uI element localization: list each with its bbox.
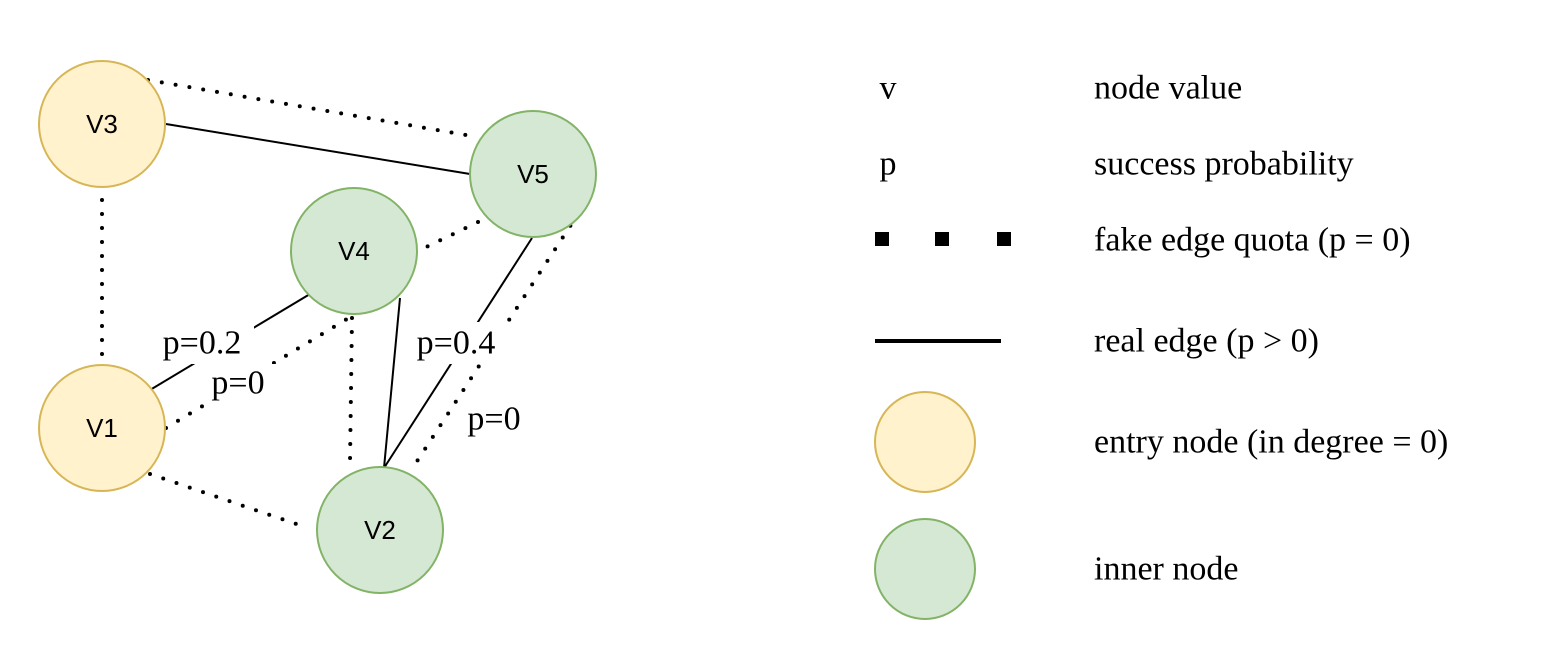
fake-edge-v3-v5 — [146, 78, 474, 138]
legend-text-real-edge: real edge (p > 0) — [1094, 323, 1319, 360]
legend-text-fake-edge: fake edge quota (p = 0) — [1094, 222, 1411, 259]
edge-label-bg — [150, 322, 254, 364]
edge-label-bg — [458, 398, 534, 440]
legend-text-success-probability: success probability — [1094, 146, 1354, 183]
node-label: V2 — [364, 515, 396, 545]
legend-inner-node-swatch — [874, 518, 976, 620]
legend-text-inner-node: inner node — [1094, 551, 1238, 588]
edge-label-v1-v4-real: p=0.2 — [163, 325, 242, 362]
legend-text-node-value: node value — [1094, 70, 1242, 107]
edge-label-v1-v4-fake: p=0 — [211, 365, 264, 402]
edge-label-bg — [404, 322, 508, 364]
node-v2: V2 — [316, 466, 444, 594]
legend-fake-edge-swatch — [875, 232, 1011, 246]
node-v1: V1 — [38, 364, 166, 492]
edge-label-v5-v2-fake: p=0 — [467, 401, 520, 438]
real-edge-v4-v2 — [383, 297, 401, 469]
legend: v node value p success probability fake … — [874, 70, 1448, 620]
fake-edge-v5-v4 — [414, 220, 480, 254]
node-v3: V3 — [38, 60, 166, 188]
legend-symbol-success-probability: p — [880, 146, 897, 183]
fake-edge-v1-v2 — [148, 472, 310, 530]
node-label: V5 — [517, 159, 549, 189]
legend-entry-node-swatch — [874, 391, 976, 493]
node-v4: V4 — [290, 187, 418, 315]
node-label: V4 — [338, 236, 370, 266]
node-label: V1 — [86, 413, 118, 443]
edge-label-v5-v2-real: p=0.4 — [417, 325, 496, 362]
legend-text-entry-node: entry node (in degree = 0) — [1094, 424, 1448, 461]
fake-edge-v1-v4 — [164, 314, 354, 430]
node-v5: V5 — [469, 110, 597, 238]
node-label: V3 — [86, 109, 118, 139]
real-edge-v3-v5 — [165, 123, 471, 175]
edge-label-bg — [200, 364, 276, 404]
fake-edge-v4-v2 — [348, 316, 354, 464]
legend-symbol-node-value: v — [880, 70, 897, 107]
